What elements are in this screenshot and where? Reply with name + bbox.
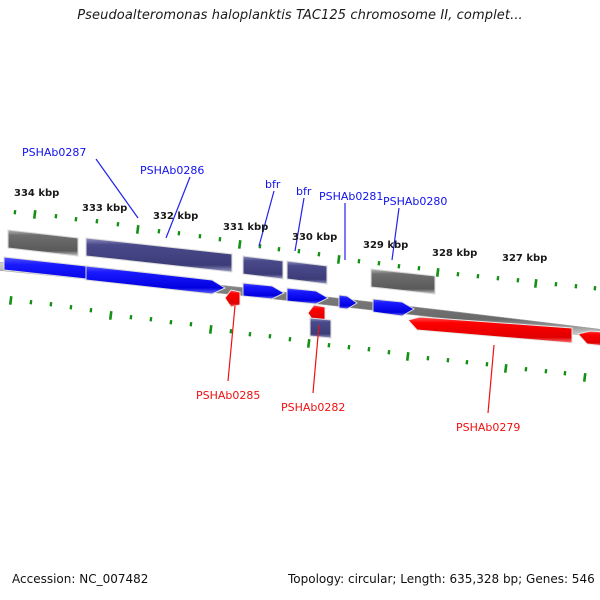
domain-bar-bfr-1[interactable] [242,255,284,280]
gene-arrow-pshab0285[interactable] [224,289,241,308]
gene-label-pshab0279[interactable]: PSHAb0279 [456,421,521,434]
accession-status: Accession: NC_007482 [12,572,149,586]
gene-label-pshab0281[interactable]: PSHAb0281 [319,190,384,203]
scale-label-329kbp: 329 kbp [363,240,409,251]
domain-bar-bfr-2[interactable] [286,260,328,285]
leader-pshab0280 [391,207,400,261]
leader-pshab0282 [312,324,320,394]
forward-strand-ticks [13,210,597,291]
gene-arrow-pshab0286[interactable] [85,265,227,295]
gene-arrow-bfr-2[interactable] [286,287,330,305]
gene-label-pshab0286[interactable]: PSHAb0286 [140,164,205,177]
gene-arrow-pshab0278[interactable] [577,330,600,347]
page-title: Pseudoalteromonas haloplanktis TAC125 ch… [77,8,523,23]
leader-pshab0279 [487,344,495,414]
scale-label-330kbp: 330 kbp [292,232,338,243]
domain-bar-pshab0280[interactable] [370,268,436,295]
leader-pshab0287 [95,158,139,219]
scale-label-332kbp: 332 kbp [153,211,199,222]
reverse-strand-ticks [8,296,587,382]
genome-summary-status: Topology: circular; Length: 635,328 bp; … [288,572,595,586]
leader-bfr-1 [258,190,275,247]
domain-bar-pshab0282[interactable] [309,317,332,339]
gene-arrow-pshab0281[interactable] [338,294,358,310]
gene-arrow-bfr-1[interactable] [242,282,286,300]
domain-bar-pshab0287[interactable] [7,229,79,257]
leader-lines-forward [95,158,400,261]
gene-label-bfr-1[interactable]: bfr [265,178,281,191]
scale-label-334kbp: 334 kbp [14,188,60,199]
leader-lines-reverse [227,305,495,414]
gene-label-bfr-2[interactable]: bfr [296,185,312,198]
leader-bfr-2 [294,197,305,252]
gene-arrow-pshab0280[interactable] [372,298,415,317]
gene-label-pshab0282[interactable]: PSHAb0282 [281,401,346,414]
leader-pshab0286 [165,176,191,239]
scale-label-331kbp: 331 kbp [223,222,269,233]
scale-label-328kbp: 328 kbp [432,248,478,259]
gene-label-pshab0280[interactable]: PSHAb0280 [383,195,448,208]
leader-pshab0285 [227,305,236,382]
scale-label-327kbp: 327 kbp [502,253,548,264]
gene-label-pshab0285[interactable]: PSHAb0285 [196,389,261,402]
scale-label-333kbp: 333 kbp [82,203,128,214]
gene-arrow-pshab0279[interactable] [407,316,573,344]
gene-label-pshab0287[interactable]: PSHAb0287 [22,146,87,159]
domain-bar-pshab0286[interactable] [85,237,233,273]
